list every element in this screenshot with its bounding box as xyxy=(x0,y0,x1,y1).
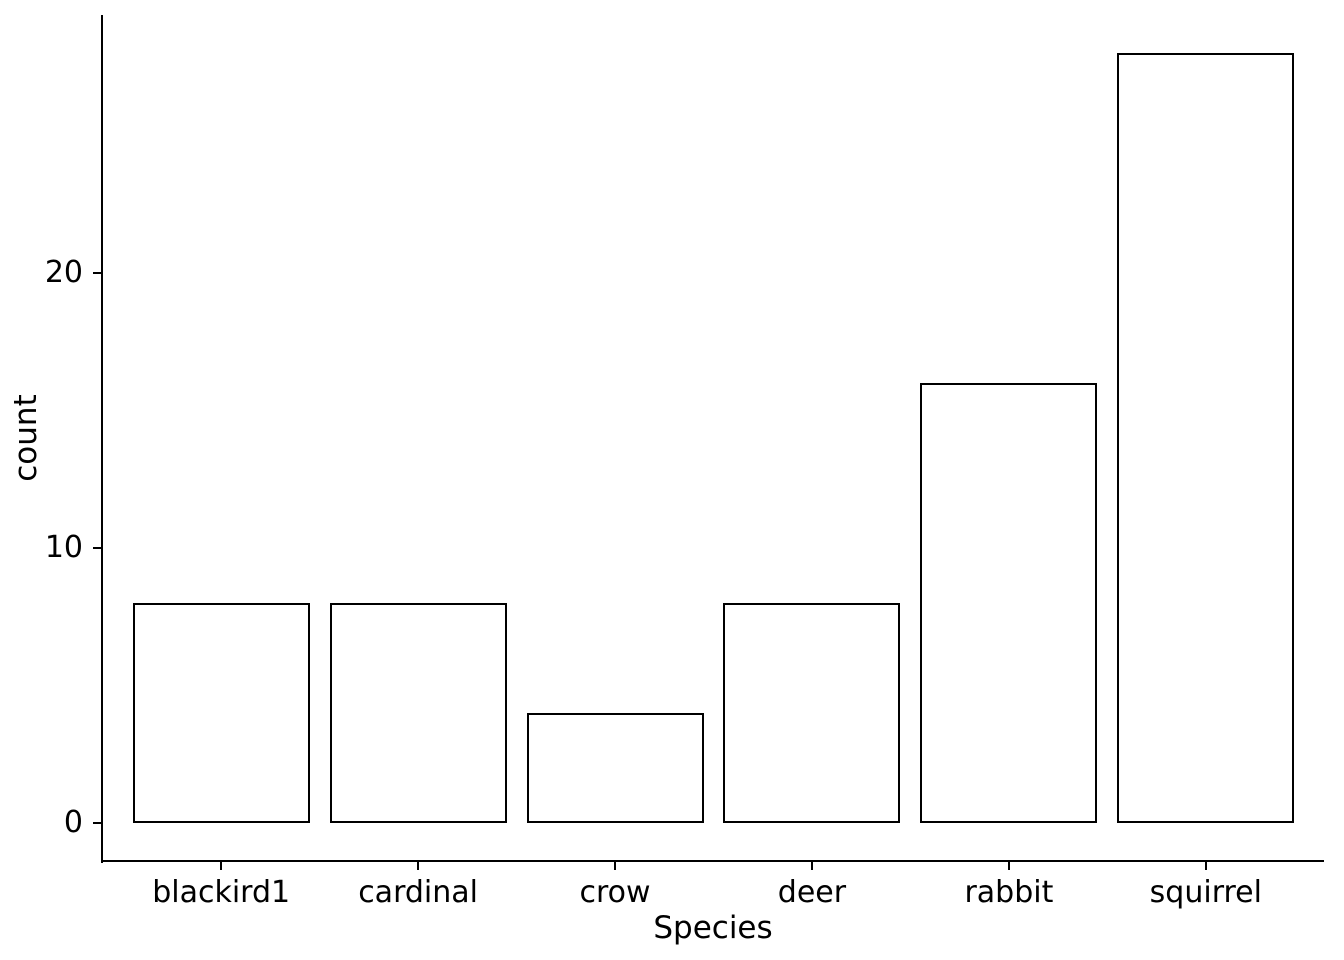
x-tick-mark xyxy=(1204,862,1207,870)
bar-rabbit xyxy=(920,383,1097,823)
y-tick-mark xyxy=(93,821,101,824)
x-tick-label: squirrel xyxy=(1149,875,1262,910)
x-axis-title: Species xyxy=(653,910,773,946)
x-tick-label: crow xyxy=(579,875,651,910)
bar-squirrel xyxy=(1117,53,1294,823)
x-tick-mark xyxy=(614,862,617,870)
y-tick-label: 20 xyxy=(44,255,83,291)
y-tick-label: 10 xyxy=(44,529,83,565)
x-tick-label: rabbit xyxy=(964,875,1054,910)
x-tick-mark xyxy=(1007,862,1010,870)
y-axis-line xyxy=(101,15,103,863)
x-tick-mark xyxy=(810,862,813,870)
x-tick-label: blackird1 xyxy=(152,875,291,910)
x-tick-label: deer xyxy=(777,875,847,910)
bar-cardinal xyxy=(330,602,507,823)
bar-deer xyxy=(723,602,900,823)
bar-crow xyxy=(527,712,704,823)
x-tick-mark xyxy=(417,862,420,870)
y-tick-mark xyxy=(93,272,101,275)
x-axis-line xyxy=(101,860,1324,862)
x-tick-mark xyxy=(220,862,223,870)
y-tick-label: 0 xyxy=(63,804,83,840)
y-tick-mark xyxy=(93,546,101,549)
x-tick-label: cardinal xyxy=(358,875,478,910)
bar-blackird1 xyxy=(133,602,310,823)
